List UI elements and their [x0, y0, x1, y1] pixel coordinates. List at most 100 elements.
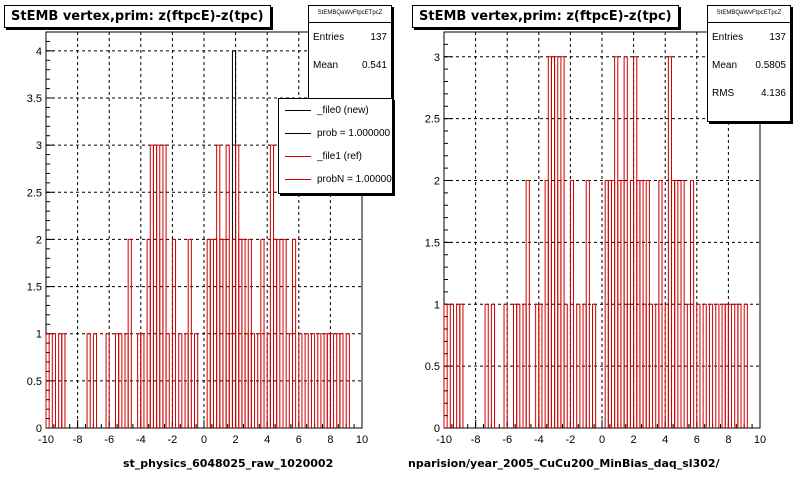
left-x-tick-label: -6 — [104, 434, 114, 446]
left-series-1-bin — [345, 333, 350, 428]
left-x-tick-label: 8 — [327, 434, 333, 446]
left-y-tick-label: 2.5 — [27, 187, 42, 199]
right-stats-box: StEMBQaWvFtpcETpcZ Entries 137 Mean 0.58… — [707, 5, 791, 122]
left-stats-mean-label: Mean — [313, 59, 339, 71]
left-series-1-bin — [51, 333, 56, 428]
right-series-0-bin — [658, 180, 663, 428]
right-series-0-bin — [443, 303, 448, 428]
legend-line-prob — [285, 133, 311, 134]
right-stats-rms-row: RMS 4.136 — [708, 79, 790, 107]
right-series-0-bin — [727, 303, 733, 428]
left-stats-entries-value: 137 — [370, 31, 387, 43]
left-series-1-bin — [317, 333, 322, 428]
left-y-tick-label: 0 — [36, 423, 42, 435]
left-series-1-bin — [45, 333, 50, 428]
right-stats-entries-label: Entries — [712, 31, 744, 43]
right-y-tick-label: 1 — [434, 299, 440, 311]
left-x-tick-label: -4 — [136, 434, 146, 446]
right-series-0-bin — [715, 303, 720, 428]
left-series-1-bin — [298, 333, 303, 428]
legend-entry-probn: probN = 1.000000 — [279, 168, 392, 191]
left-series-1-bin — [118, 333, 123, 428]
left-series-1-bin — [171, 238, 177, 428]
right-series-0-bin — [708, 303, 714, 428]
left-x-tick-label: 2 — [233, 434, 239, 446]
right-series-0-bin — [702, 303, 707, 428]
legend-line-file1 — [285, 156, 311, 157]
right-x-tick-label: -2 — [566, 434, 576, 446]
right-series-0-bin — [648, 303, 654, 428]
left-series-1-bin — [86, 333, 91, 428]
left-series-1-bin — [165, 333, 170, 428]
right-x-caption: nparision/year_2005_CuCu200_MinBias_daq_… — [408, 457, 720, 470]
legend-entry-prob: prob = 1.000000 — [279, 122, 392, 145]
right-x-tick-label: -10 — [436, 434, 452, 446]
legend-line-probn — [285, 179, 311, 180]
left-series-1-bin — [291, 238, 297, 428]
left-x-tick-label: 10 — [356, 434, 368, 446]
legend-label-prob: prob = 1.000000 — [317, 128, 391, 139]
left-series-1-bin — [194, 333, 199, 428]
right-series-0-bin — [696, 303, 701, 428]
right-series-0-bin — [525, 180, 530, 428]
right-stats-mean-label: Mean — [712, 59, 738, 71]
legend-entry-file0: _file0 (new) — [279, 99, 392, 122]
left-legend: _file0 (new) prob = 1.000000 _file1 (ref… — [278, 98, 393, 194]
legend-label-probn: probN = 1.000000 — [317, 174, 393, 185]
right-series-0-bin — [449, 303, 454, 428]
left-series-1-bin — [304, 333, 309, 428]
right-stats-rms-label: RMS — [712, 87, 735, 99]
left-series-1-bin — [276, 238, 281, 428]
left-y-tick-label: 1 — [36, 329, 42, 341]
left-y-tick-label: 3 — [36, 140, 42, 152]
left-x-tick-label: -2 — [168, 434, 178, 446]
right-x-tick-label: -6 — [502, 434, 512, 446]
right-series-0-bin — [674, 180, 679, 428]
right-stats-rms-value: 4.136 — [760, 87, 786, 99]
right-y-tick-label: 2 — [434, 176, 440, 188]
right-stats-mean-row: Mean 0.5805 — [708, 51, 790, 79]
left-series-1-bin — [92, 333, 98, 428]
left-series-1-bin — [178, 333, 183, 428]
right-x-tick-label: 4 — [662, 434, 668, 446]
left-chart-title: StEMB vertex,prim: z(ftpcE)-z(tpc) — [4, 5, 271, 28]
left-y-tick-label: 2 — [36, 234, 42, 246]
right-y-tick-label: 0 — [434, 423, 440, 435]
right-series-0-bin — [490, 303, 496, 428]
right-series-0-bin — [560, 56, 565, 428]
left-y-tick-label: 3.5 — [27, 93, 42, 105]
right-y-tick-label: 1.5 — [425, 237, 440, 249]
left-stats-mean-row: Mean 0.541 — [309, 51, 391, 79]
right-series-0-bin — [459, 303, 464, 428]
right-chart-title: StEMB vertex,prim: z(ftpcE)-z(tpc) — [412, 5, 679, 28]
left-series-1-bin — [310, 333, 316, 428]
left-x-tick-label: 0 — [201, 434, 207, 446]
right-series-0-bin — [484, 303, 489, 428]
right-x-tick-label: 10 — [754, 434, 766, 446]
left-series-1-bin — [105, 333, 110, 428]
right-x-tick-label: 6 — [694, 434, 700, 446]
right-series-0-bin — [743, 303, 748, 428]
left-x-tick-label: -8 — [73, 434, 83, 446]
right-y-tick-label: 0.5 — [425, 361, 440, 373]
left-x-caption: st_physics_6048025_raw_1020002 — [123, 457, 334, 470]
right-series-0-bin — [576, 303, 581, 428]
left-stats-entries-label: Entries — [313, 31, 345, 43]
left-series-1-bin — [187, 238, 192, 428]
left-stats-mean-value: 0.541 — [361, 59, 387, 71]
left-x-tick-label: 6 — [296, 434, 302, 446]
left-series-1-bin — [339, 333, 344, 428]
right-x-tick-label: 2 — [631, 434, 637, 446]
left-stats-entries-row: Entries 137 — [309, 23, 391, 51]
right-stats-entries-value: 137 — [769, 31, 786, 43]
left-series-1-bin — [250, 333, 256, 428]
right-stats-name: StEMBQaWvFtpcETpcZ — [708, 6, 790, 23]
right-series-0-bin — [569, 180, 575, 428]
right-series-0-bin — [737, 303, 742, 428]
right-series-0-bin — [623, 56, 628, 428]
left-x-tick-label: -10 — [38, 434, 54, 446]
right-series-0-bin — [592, 303, 597, 428]
left-y-tick-label: 1.5 — [27, 282, 42, 294]
left-stats-box: StEMBQaWvFtpcETpcZ Entries 137 Mean 0.54… — [308, 5, 392, 99]
